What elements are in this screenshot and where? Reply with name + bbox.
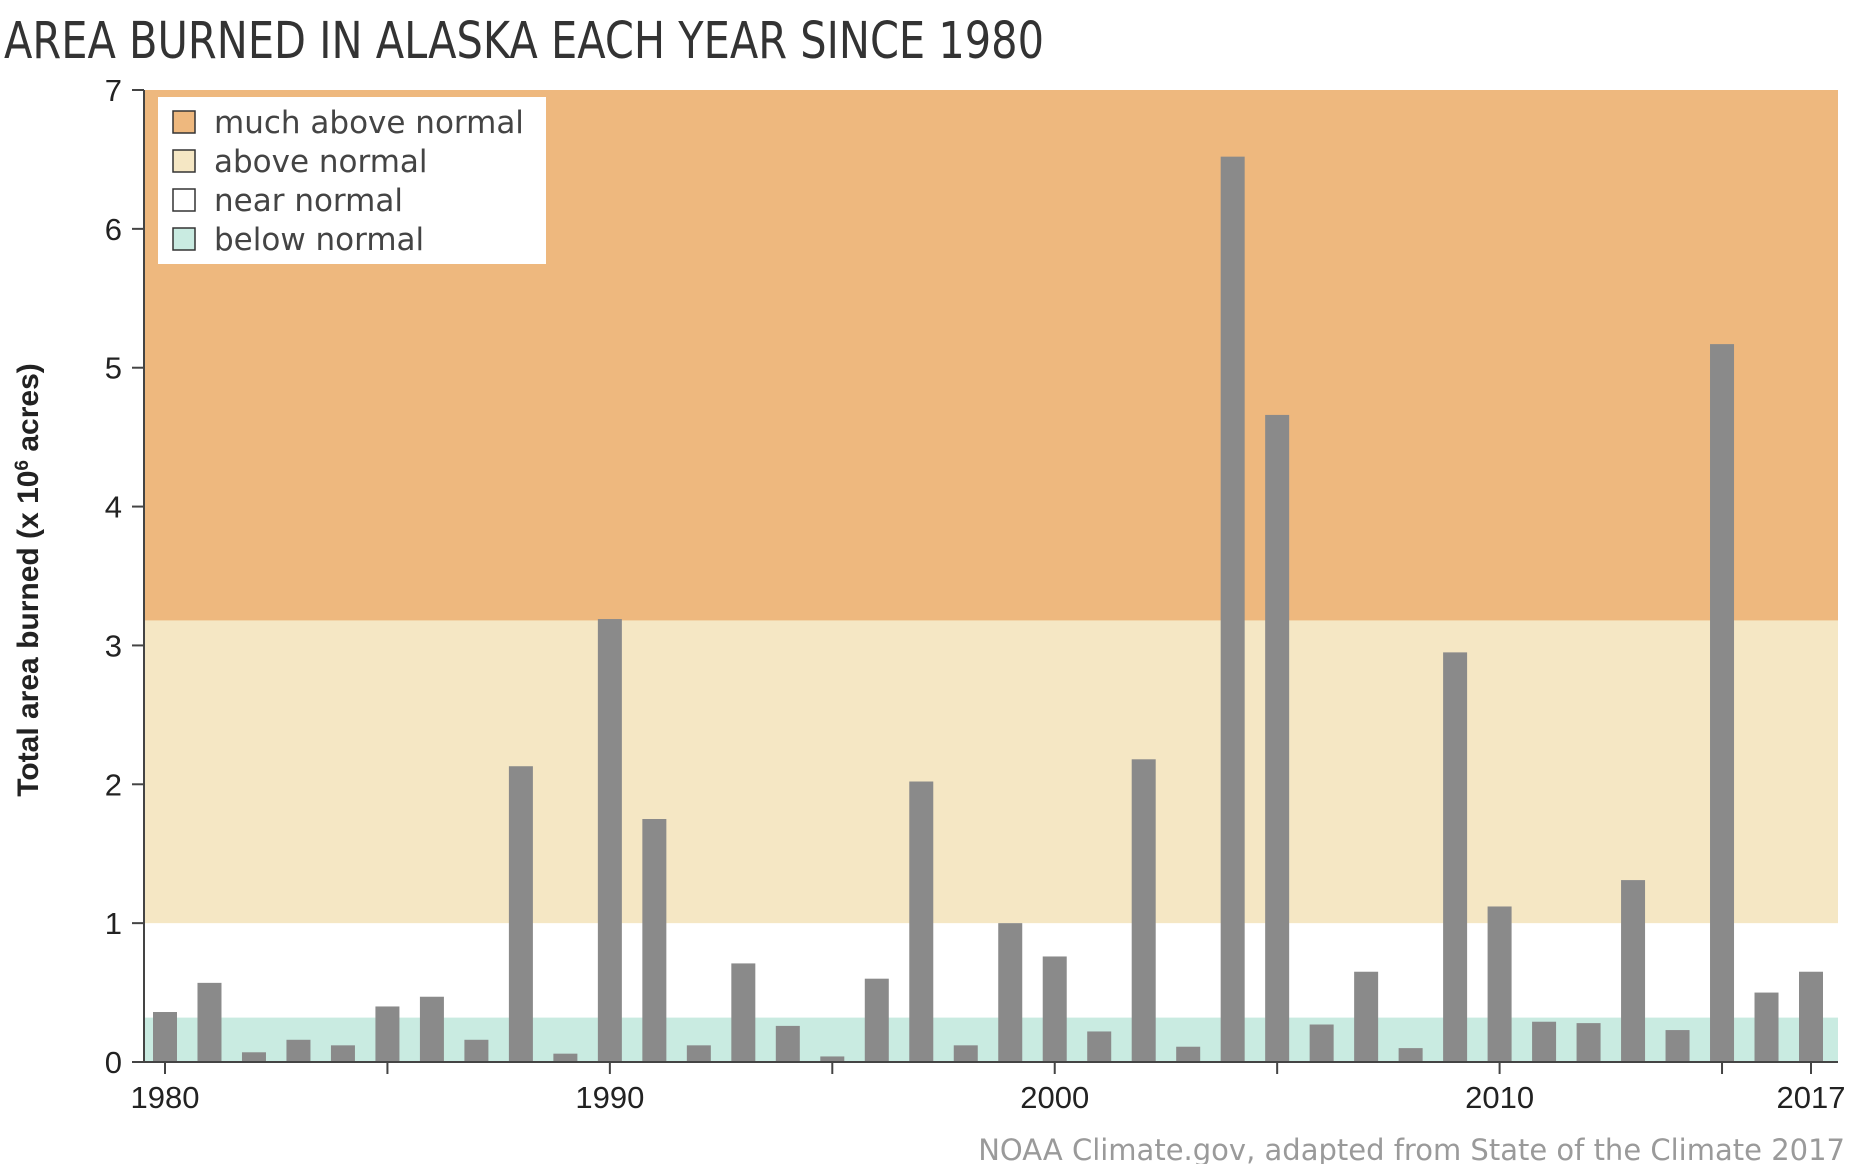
bar-1980 xyxy=(153,1012,177,1062)
background-bands xyxy=(144,90,1838,1062)
bar-1987 xyxy=(464,1039,489,1062)
bar-1996 xyxy=(864,978,889,1062)
bar-1981 xyxy=(197,982,222,1062)
y-tick-label-5: 5 xyxy=(105,351,122,386)
bar-2011 xyxy=(1532,1021,1557,1062)
bar-2004 xyxy=(1220,156,1245,1062)
y-axis-label-main: Total area burned (x 10 xyxy=(12,471,45,797)
y-tick-label-0: 0 xyxy=(105,1045,122,1080)
y-tick-label-3: 3 xyxy=(105,628,122,663)
bar-1993 xyxy=(731,963,756,1062)
bar-1986 xyxy=(419,996,444,1062)
bar-2005 xyxy=(1265,414,1290,1062)
bar-2014 xyxy=(1665,1030,1690,1062)
y-tick-label-7: 7 xyxy=(105,73,122,108)
bar-2017 xyxy=(1799,971,1823,1062)
band-near-normal xyxy=(144,923,1838,1018)
bar-1984 xyxy=(330,1045,355,1062)
bar-2012 xyxy=(1576,1023,1601,1062)
svg-text:Total area burned (x 106 acres: Total area burned (x 106 acres) xyxy=(12,363,46,797)
legend-swatch-below-normal xyxy=(172,227,196,251)
bars xyxy=(153,156,1823,1062)
bar-2007 xyxy=(1354,971,1379,1062)
legend-label-above-normal: above normal xyxy=(214,144,428,180)
bar-1997 xyxy=(909,781,934,1062)
credit-text: NOAA Climate.gov, adapted from State of … xyxy=(978,1133,1845,1164)
y-axis: 0 1 2 3 4 5 6 7 xyxy=(105,73,145,1080)
legend-label-near-normal: near normal xyxy=(214,183,403,219)
bar-1998 xyxy=(953,1045,978,1062)
y-tick-label-1: 1 xyxy=(105,906,122,941)
x-tick-label-2010: 2010 xyxy=(1465,1080,1534,1115)
bar-2016 xyxy=(1754,992,1779,1062)
x-axis: 1980 1990 2000 2010 2017 xyxy=(131,1061,1846,1115)
legend-box xyxy=(158,97,546,264)
band-above-normal xyxy=(144,620,1838,924)
bar-2013 xyxy=(1621,880,1646,1062)
bar-1989 xyxy=(553,1053,578,1062)
bar-2015 xyxy=(1710,344,1735,1062)
bar-2003 xyxy=(1176,1046,1201,1062)
bar-1994 xyxy=(775,1025,800,1062)
bar-2006 xyxy=(1309,1024,1334,1062)
y-tick-label-2: 2 xyxy=(105,767,122,802)
bar-1995 xyxy=(820,1056,845,1062)
bar-2010 xyxy=(1487,906,1512,1062)
bar-2001 xyxy=(1087,1031,1112,1062)
bar-2000 xyxy=(1042,956,1067,1062)
bar-2002 xyxy=(1131,759,1156,1062)
legend-label-below-normal: below normal xyxy=(214,222,424,258)
y-tick-label-6: 6 xyxy=(105,212,122,247)
legend-swatch-near-normal xyxy=(172,188,196,212)
bar-1982 xyxy=(241,1052,266,1062)
x-tick-label-1990: 1990 xyxy=(575,1080,644,1115)
bar-1991 xyxy=(642,819,667,1062)
bar-1985 xyxy=(375,1006,400,1062)
chart-title: AREA BURNED IN ALASKA EACH YEAR SINCE 19… xyxy=(4,12,1044,71)
y-axis-label-exponent: 6 xyxy=(12,460,33,471)
bar-1988 xyxy=(508,766,533,1062)
bar-1990 xyxy=(597,619,622,1062)
x-tick-label-2017: 2017 xyxy=(1777,1080,1846,1115)
x-tick-label-1980: 1980 xyxy=(131,1080,200,1115)
bar-1992 xyxy=(686,1045,711,1062)
y-tick-label-4: 4 xyxy=(105,490,122,525)
bar-1999 xyxy=(998,923,1023,1062)
bar-2009 xyxy=(1443,652,1468,1062)
bar-1983 xyxy=(286,1039,311,1062)
y-axis-label: Total area burned (x 106 acres) xyxy=(12,363,46,797)
x-tick-label-2000: 2000 xyxy=(1020,1080,1089,1115)
legend-label-much-above-normal: much above normal xyxy=(214,105,524,141)
bar-2008 xyxy=(1398,1048,1423,1062)
legend-swatch-above-normal xyxy=(172,149,196,173)
legend-swatch-much-above-normal xyxy=(172,110,196,134)
y-axis-label-unit: acres) xyxy=(12,363,45,460)
